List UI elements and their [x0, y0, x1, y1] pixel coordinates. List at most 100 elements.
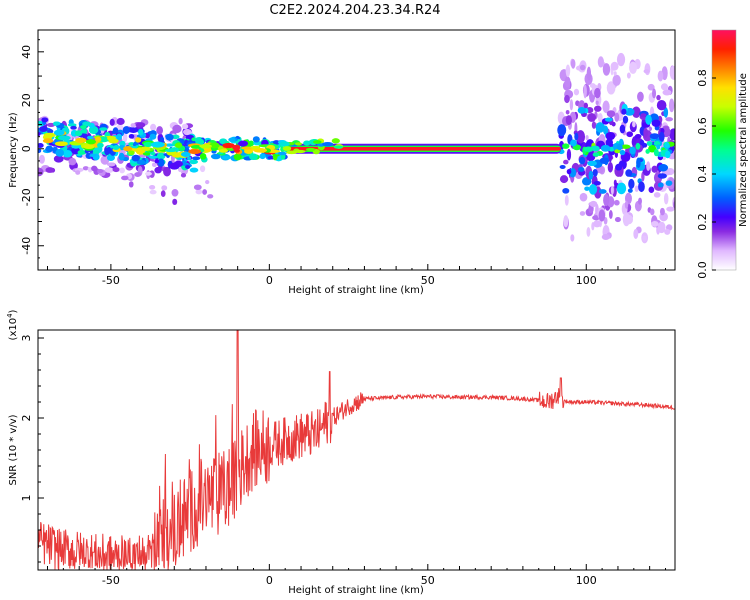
- heatmap-cell: [207, 194, 214, 199]
- heatmap-cell: [192, 156, 201, 161]
- heatmap-cell: [54, 141, 68, 147]
- heatmap-cell: [664, 150, 671, 159]
- colorbar-tick-label: 0.0: [696, 261, 709, 279]
- heatmap-cell: [625, 214, 634, 225]
- heatmap-cell: [286, 150, 298, 155]
- heatmap-cell: [149, 133, 157, 140]
- heatmap-cell: [601, 233, 610, 241]
- heatmap-cell: [199, 165, 206, 173]
- heatmap-cell: [169, 162, 180, 170]
- heatmap-cell: [144, 171, 152, 176]
- heatmap-cell: [249, 153, 258, 161]
- heatmap-cell: [165, 148, 177, 153]
- heatmap-cell: [648, 186, 655, 193]
- snr-y-ticks: 1 2 3: [20, 335, 44, 563]
- heatmap-cell: [565, 64, 571, 78]
- heatmap-cell: [579, 211, 586, 216]
- heatmap-cell: [638, 181, 645, 193]
- heatmap-cell: [279, 141, 290, 147]
- heatmap-cell: [112, 145, 120, 150]
- heatmap-cell: [613, 71, 617, 76]
- heatmap-cell: [665, 117, 674, 122]
- heatmap-cell: [564, 94, 570, 104]
- heatmap-cell: [178, 117, 183, 125]
- heatmap-cell: [587, 160, 597, 167]
- heatmap-cell: [188, 149, 202, 155]
- heatmap-cell: [588, 170, 594, 180]
- heatmap-cell: [589, 200, 598, 208]
- heatmap-cell: [45, 167, 55, 173]
- y-tick-label: 40: [20, 45, 33, 59]
- heatmap-cell: [150, 123, 157, 131]
- heatmap-cell: [592, 169, 598, 177]
- heatmap-cell: [645, 114, 652, 125]
- heatmap-cell: [564, 76, 571, 88]
- heatmap-cell: [205, 180, 210, 185]
- heatmap-cell: [583, 84, 587, 99]
- heatmap-cell: [640, 113, 647, 118]
- heatmap-cell: [80, 125, 87, 130]
- heatmap-cell: [634, 134, 642, 139]
- heatmap-cell: [613, 199, 620, 206]
- snr-scale-note: (x104): [6, 309, 19, 340]
- heatmap-cell: [119, 167, 125, 174]
- heatmap-cell: [657, 173, 667, 179]
- heatmap-cell: [600, 144, 611, 152]
- heatmap-cell: [656, 94, 661, 101]
- heatmap-cell: [104, 167, 114, 173]
- heatmap-cell: [82, 166, 89, 171]
- heatmap-cell: [96, 142, 104, 148]
- heatmap-cell: [649, 133, 660, 140]
- heatmap-cell: [659, 207, 665, 216]
- heatmap-cell: [610, 61, 619, 71]
- heatmap-cell: [333, 145, 344, 149]
- heatmap-cell: [638, 197, 642, 205]
- heatmap-cell: [128, 133, 135, 139]
- heatmap-cell: [38, 148, 42, 154]
- heatmap-cell: [622, 115, 629, 124]
- heatmap-cell: [657, 70, 664, 82]
- heatmap-cell: [149, 184, 156, 190]
- heatmap-cell: [583, 102, 589, 109]
- heatmap-cell: [607, 161, 614, 173]
- heatmap-cell: [614, 149, 621, 154]
- heatmap-cell: [165, 133, 174, 141]
- heatmap-cell: [642, 235, 647, 241]
- heatmap-cell: [595, 100, 599, 105]
- heatmap-cell: [58, 135, 71, 141]
- heatmap-cell: [160, 190, 166, 198]
- heatmap-cell: [122, 126, 130, 134]
- heatmap-cell: [180, 151, 191, 157]
- heatmap-cell: [199, 144, 212, 149]
- heatmap-cell: [135, 122, 146, 128]
- heatmap-cell: [646, 161, 651, 172]
- heatmap-cell: [47, 129, 54, 134]
- heatmap-cell: [222, 142, 235, 149]
- heatmap-cell: [643, 69, 650, 74]
- heatmap-cell: [77, 149, 87, 155]
- snr-frame: [37, 329, 676, 571]
- heatmap-cell: [189, 159, 199, 165]
- heatmap-cell: [232, 144, 241, 151]
- heatmap-cell: [112, 127, 119, 134]
- heatmap-cell: [586, 66, 592, 81]
- heatmap-cell: [53, 155, 64, 163]
- heatmap-cell: [593, 220, 602, 228]
- heatmap-cell: [584, 186, 590, 191]
- heatmap-cell: [172, 124, 182, 134]
- heatmap-cell: [148, 155, 158, 159]
- heatmap-cell: [171, 189, 179, 197]
- heatmap-cell: [593, 181, 601, 186]
- colorbar-tick-label: 0.2: [696, 213, 709, 231]
- heatmap-cell: [649, 208, 655, 216]
- y-tick-label: -40: [20, 237, 33, 255]
- heatmap-cell: [563, 159, 569, 165]
- snr-x-axis-label: Height of straight line (km): [288, 585, 424, 596]
- colorbar-gradient: [711, 29, 737, 271]
- colorbar-tick-label: 0.6: [696, 117, 709, 135]
- heatmap-cell: [87, 167, 93, 172]
- heatmap-cell: [221, 155, 232, 160]
- heatmap-cell: [121, 175, 129, 181]
- heatmap-cell: [136, 159, 146, 165]
- heatmap-cell: [163, 166, 171, 177]
